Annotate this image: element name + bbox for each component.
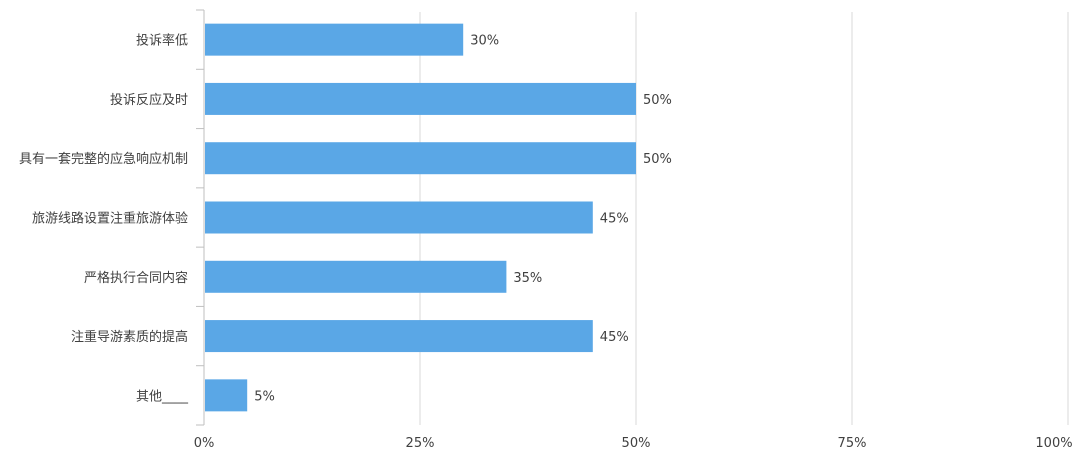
data-label: 50% [643, 152, 672, 167]
bar [205, 82, 636, 115]
bar [205, 201, 593, 234]
data-label: 45% [600, 330, 629, 345]
x-tick-label: 0% [194, 436, 215, 451]
data-label: 45% [600, 212, 629, 227]
category-label: 严格执行合同内容 [84, 270, 188, 286]
data-label: 30% [470, 34, 499, 49]
data-label: 5% [254, 389, 275, 404]
bar [205, 142, 636, 175]
category-label: 其他____ [136, 389, 189, 404]
x-tick-label: 100% [1035, 436, 1072, 451]
data-label: 35% [513, 271, 542, 286]
bar [205, 260, 507, 293]
x-tick-label: 75% [838, 436, 867, 451]
category-label: 注重导游素质的提高 [71, 329, 188, 345]
x-tick-label: 25% [406, 436, 435, 451]
bar [205, 320, 593, 353]
bar [205, 379, 248, 412]
x-tick-label: 50% [622, 436, 651, 451]
category-label: 旅游线路设置注重旅游体验 [32, 211, 188, 227]
category-label: 投诉反应及时 [110, 92, 188, 108]
bar [205, 23, 464, 56]
data-label: 50% [643, 93, 672, 108]
category-label: 投诉率低 [136, 33, 188, 49]
category-label: 具有一套完整的应急响应机制 [19, 151, 188, 167]
